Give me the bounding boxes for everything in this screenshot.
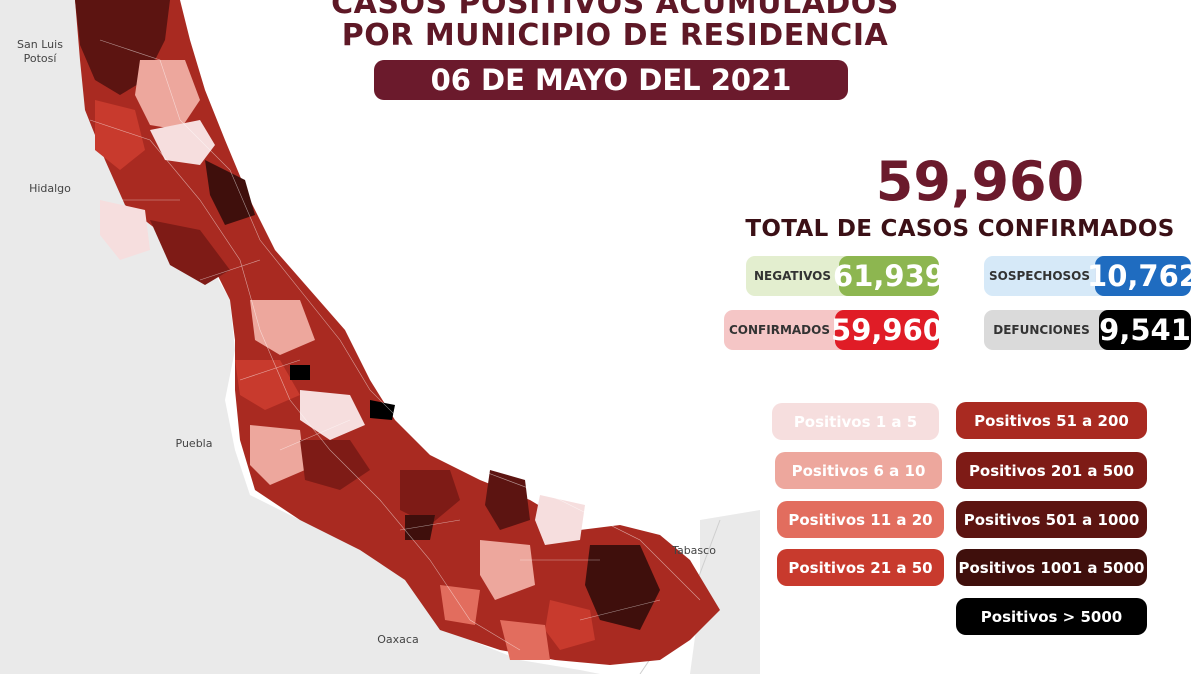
stat-sospechosos-value: 10,762 [1087,256,1191,296]
legend-item-6-10: Positivos 6 a 10 [775,452,942,489]
label-oaxaca: Oaxaca [377,633,419,646]
label-san-luis-potosi: San Luis Potosí [17,38,63,65]
label-puebla: Puebla [175,437,213,450]
label-tabasco: Tabasco [672,544,716,557]
stat-defunciones-value: 9,541 [1099,310,1191,350]
total-confirmed-caption: TOTAL DE CASOS CONFIRMADOS [745,216,1175,242]
stat-confirmados: CONFIRMADOS 59,960 [724,310,939,350]
stat-sospechosos-label: SOSPECHOSOS [988,269,1090,283]
legend-item-51-200: Positivos 51 a 200 [956,402,1147,439]
stat-defunciones-label: DEFUNCIONES [993,323,1090,337]
legend-item-1-5: Positivos 1 a 5 [772,403,939,440]
stat-negativos: NEGATIVOS 61,939 [746,256,939,296]
neighbor-land-east [690,510,760,674]
stat-confirmados-label: CONFIRMADOS [729,323,830,337]
stat-negativos-label: NEGATIVOS [753,269,831,283]
stat-sospechosos: SOSPECHOSOS 10,762 [984,256,1191,296]
legend-item-501-1000: Positivos 501 a 1000 [956,501,1147,538]
date-text: 06 DE MAYO DEL 2021 [430,63,792,97]
label-hidalgo: Hidalgo [29,182,71,195]
stat-negativos-value: 61,939 [833,256,939,296]
date-banner: 06 DE MAYO DEL 2021 [374,60,848,100]
stat-defunciones: DEFUNCIONES 9,541 [984,310,1191,350]
legend-item-over-5000: Positivos > 5000 [956,598,1147,635]
title-line-2: POR MUNICIPIO DE RESIDENCIA [341,18,889,53]
legend-item-21-50: Positivos 21 a 50 [777,549,944,586]
legend-item-1001-5000: Positivos 1001 a 5000 [956,549,1147,586]
legend-item-201-500: Positivos 201 a 500 [956,452,1147,489]
neighbor-land [0,0,600,674]
title-line-1: CASOS POSITIVOS ACUMULADOS [331,0,899,21]
veracruz-map [0,0,760,674]
total-confirmed-number: 59,960 [875,150,1085,213]
legend-item-11-20: Positivos 11 a 20 [777,501,944,538]
stat-confirmados-value: 59,960 [831,310,939,350]
